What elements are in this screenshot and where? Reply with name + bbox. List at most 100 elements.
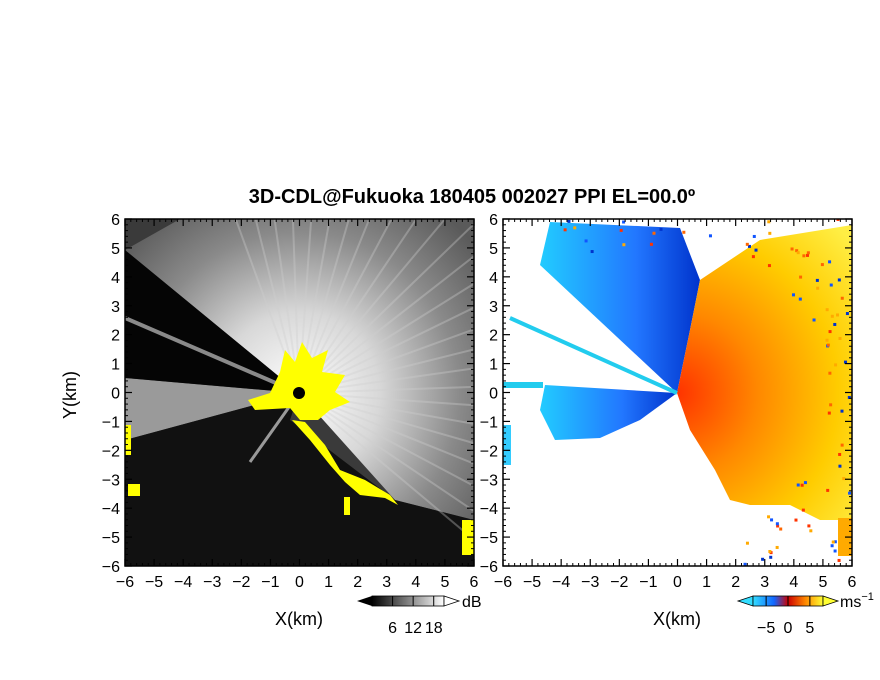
left-echo-wedge-west xyxy=(125,378,299,440)
right-colorbar-unit-base: ms xyxy=(840,594,861,611)
right-speckle-dot xyxy=(843,360,847,364)
right-colorbar-ticks: −5 0 5 xyxy=(757,596,814,637)
right-speckle-dot xyxy=(870,358,873,361)
y-tick-label-L: −6 xyxy=(102,559,120,576)
y-tick-label-L: 3 xyxy=(111,299,120,316)
colorbar-tick-label: 18 xyxy=(425,620,443,637)
right-speckle-dot xyxy=(862,330,865,333)
right-speckle-dot xyxy=(811,579,814,582)
left-ray-wnw xyxy=(125,316,300,395)
right-speckle-dot xyxy=(860,465,863,468)
left-colorbar-ticks: 6 12 18 xyxy=(388,596,443,637)
left-streak xyxy=(273,219,300,394)
right-speckle-dot xyxy=(761,557,765,561)
right-speckle-dot xyxy=(736,194,739,197)
right-speckle-dot xyxy=(761,194,764,197)
left-streak xyxy=(254,219,300,394)
x-tick-label-L: 3 xyxy=(382,574,391,591)
right-speckle-dot xyxy=(629,161,632,164)
left-colorbar-bar xyxy=(371,595,445,607)
right-speckle-dot xyxy=(687,161,690,164)
right-speckle-dot xyxy=(855,328,858,331)
right-speckle-dot xyxy=(838,452,842,456)
right-speckle-dot xyxy=(745,191,748,194)
right-speckle-dot xyxy=(714,163,717,166)
right-speckle-dot xyxy=(768,231,772,235)
x-tick-label-R: 4 xyxy=(789,574,798,591)
right-speckle-dot xyxy=(806,253,810,257)
x-tick-label-L: −5 xyxy=(145,574,163,591)
left-streak xyxy=(298,392,474,513)
right-speckle-dot xyxy=(876,479,879,482)
right-colorbar-low-arrow xyxy=(736,595,754,607)
right-speckle-dot xyxy=(865,440,868,443)
right-speckle-dot xyxy=(814,582,817,585)
right-speckle-dot xyxy=(837,558,841,562)
y-tick-label-L: −4 xyxy=(102,501,120,518)
right-speckle-dot xyxy=(708,234,712,238)
right-speckle-dot xyxy=(796,251,800,255)
right-speckle-dot xyxy=(807,524,811,528)
left-streak xyxy=(298,392,474,407)
y-tick-label-L: 1 xyxy=(111,357,120,374)
right-speckle-dot xyxy=(622,220,626,224)
x-tick-label-R: −4 xyxy=(552,574,570,591)
right-speckle-dot xyxy=(799,275,803,279)
right-speckle-dot xyxy=(584,239,588,243)
right-speckle-dot xyxy=(860,251,863,254)
colorbar-tick-label: 0 xyxy=(784,620,793,637)
right-speckle-dot xyxy=(802,254,806,258)
right-speckle-dot xyxy=(816,286,820,290)
right-speckle-dot xyxy=(563,228,567,232)
right-speckle-dot xyxy=(871,345,874,348)
left-streak xyxy=(298,219,393,394)
right-speckle-dot xyxy=(767,264,771,268)
left-streak xyxy=(298,348,474,394)
right-speckle-dot xyxy=(834,363,838,367)
right-speckle-dot xyxy=(810,580,813,583)
y-tick-label-L: 5 xyxy=(111,241,120,258)
right-speckle-dot xyxy=(833,322,837,326)
x-tick-label-L: 4 xyxy=(411,574,420,591)
left-radar-site xyxy=(293,387,305,399)
left-panel-plot xyxy=(125,219,474,566)
right-speckle-dot xyxy=(836,219,840,221)
left-blocked-sector-south xyxy=(125,393,474,566)
y-tick-label-R: −3 xyxy=(480,472,498,489)
right-speckle-dot xyxy=(830,314,834,318)
right-speckle-dot xyxy=(768,550,772,554)
right-speckle-dot xyxy=(827,411,831,415)
left-streak xyxy=(298,222,474,394)
x-tick-label-L: −2 xyxy=(232,574,250,591)
right-speckle-dot xyxy=(745,242,749,246)
right-speckle-dot xyxy=(747,244,751,248)
y-tick-label-L: 6 xyxy=(111,212,120,229)
y-tick-label-R: −4 xyxy=(480,501,498,518)
x-tick-label-R: 1 xyxy=(702,574,711,591)
right-speckle-dot xyxy=(622,214,625,217)
right-speckle-dot xyxy=(792,293,796,297)
right-speckle-dot xyxy=(567,219,571,223)
left-streak xyxy=(298,392,474,445)
left-streak xyxy=(298,306,474,394)
left-clutter-west-2 xyxy=(128,484,140,496)
right-speckle-dot xyxy=(743,562,747,566)
right-speckle-dot xyxy=(803,481,807,485)
right-speckle-dot xyxy=(715,189,718,192)
right-speckle-dot xyxy=(870,533,873,536)
left-streak xyxy=(298,392,474,542)
y-tick-label-L: 2 xyxy=(111,328,120,345)
right-speckle-dot xyxy=(790,247,794,251)
y-tick-label-R: 5 xyxy=(489,241,498,258)
left-streak xyxy=(298,392,474,465)
right-speckle-dot xyxy=(796,483,800,487)
right-speckle-dot xyxy=(863,288,866,291)
x-tick-label-L: −3 xyxy=(203,574,221,591)
left-streak xyxy=(298,219,371,394)
right-speckle-dot xyxy=(775,522,779,526)
right-ray-wnw xyxy=(509,316,678,395)
right-speckle-dot xyxy=(838,464,842,468)
colorbar-tick-label: −5 xyxy=(757,620,775,637)
right-speckle-dot xyxy=(675,206,678,209)
